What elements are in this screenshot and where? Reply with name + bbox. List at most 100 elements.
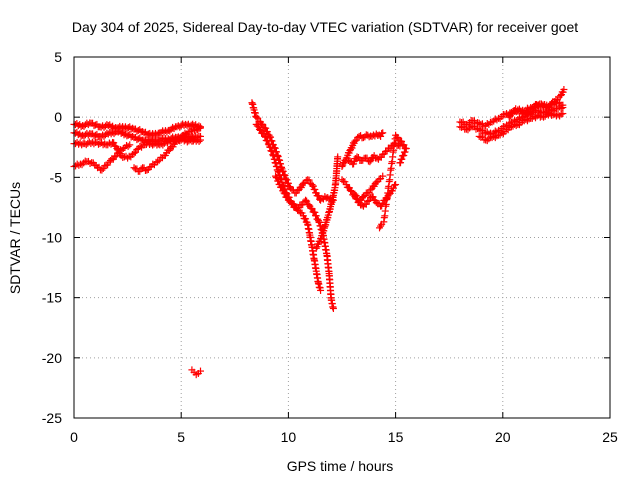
data-point xyxy=(396,159,404,167)
y-axis-label: SDTVAR / TECUs xyxy=(7,182,23,294)
y-tick-label: -20 xyxy=(42,350,62,366)
x-tick-label: 5 xyxy=(177,429,185,445)
data-point xyxy=(163,139,171,147)
data-point xyxy=(525,115,533,123)
data-point xyxy=(254,122,262,130)
data-point xyxy=(312,212,320,220)
data-point xyxy=(261,132,269,140)
data-point xyxy=(317,286,325,294)
data-point xyxy=(124,154,132,162)
y-tick-label: -5 xyxy=(50,169,63,185)
data-point xyxy=(111,153,119,161)
data-point xyxy=(486,133,494,141)
data-point xyxy=(377,222,385,230)
data-point xyxy=(352,192,360,200)
data-point xyxy=(144,139,152,147)
data-point xyxy=(379,129,387,137)
data-point xyxy=(120,153,128,161)
data-point xyxy=(268,147,276,155)
data-point xyxy=(126,141,134,149)
data-point xyxy=(400,148,408,156)
plot-frame xyxy=(73,56,611,419)
data-point xyxy=(490,132,498,140)
data-point xyxy=(354,195,362,203)
data-point xyxy=(369,193,377,201)
data-point xyxy=(554,111,562,119)
data-point xyxy=(537,100,545,108)
data-point xyxy=(110,139,118,147)
data-point xyxy=(518,110,526,118)
data-point xyxy=(353,153,361,161)
data-point xyxy=(556,103,564,111)
data-point xyxy=(475,125,483,133)
data-point xyxy=(398,137,406,145)
data-point xyxy=(559,104,567,112)
data-point xyxy=(474,119,482,127)
data-point xyxy=(359,193,367,201)
data-point xyxy=(271,144,279,152)
data-point xyxy=(366,158,374,166)
data-point xyxy=(493,116,501,124)
data-point xyxy=(351,137,359,145)
data-point xyxy=(195,137,203,145)
data-point xyxy=(272,148,280,156)
data-point xyxy=(525,108,533,116)
y-tick-label: 5 xyxy=(54,49,62,65)
data-point xyxy=(113,144,121,152)
y-tick-label: -10 xyxy=(42,230,62,246)
data-point xyxy=(400,141,408,149)
data-point xyxy=(196,136,204,144)
data-point xyxy=(136,142,144,150)
data-point xyxy=(119,153,127,161)
data-point xyxy=(560,85,568,93)
data-point xyxy=(402,145,410,153)
data-point xyxy=(76,160,84,168)
data-point xyxy=(259,120,267,128)
y-tick-label: 0 xyxy=(54,109,62,125)
data-point xyxy=(377,132,385,140)
data-point xyxy=(72,140,80,148)
chart-title: Day 304 of 2025, Sidereal Day-to-day VTE… xyxy=(72,19,578,35)
data-point xyxy=(394,134,402,142)
data-point xyxy=(181,129,189,137)
data-point xyxy=(533,101,541,109)
data-point xyxy=(334,153,342,161)
data-point xyxy=(351,190,359,198)
data-point xyxy=(379,172,387,180)
data-point xyxy=(475,119,483,127)
data-point xyxy=(512,122,520,130)
data-point xyxy=(488,118,496,126)
data-points xyxy=(70,85,568,379)
data-point xyxy=(305,201,313,209)
data-point xyxy=(252,113,260,121)
data-point xyxy=(475,132,483,140)
data-point xyxy=(543,110,551,118)
data-point xyxy=(75,140,83,148)
data-point xyxy=(482,136,490,144)
data-point xyxy=(559,110,567,118)
data-point xyxy=(385,190,393,198)
data-point xyxy=(255,126,263,134)
data-point xyxy=(466,124,474,132)
data-point xyxy=(281,190,289,198)
data-point xyxy=(196,124,204,132)
data-point xyxy=(154,158,162,166)
data-point xyxy=(347,187,355,195)
data-point xyxy=(505,113,513,121)
x-tick-label: 10 xyxy=(281,429,297,445)
data-point xyxy=(548,111,556,119)
data-point xyxy=(263,128,271,136)
data-point xyxy=(159,141,167,149)
data-point xyxy=(119,144,127,152)
data-point xyxy=(311,208,319,216)
y-tick-label: -15 xyxy=(42,290,62,306)
data-point xyxy=(272,172,280,180)
data-point xyxy=(146,163,154,171)
data-point xyxy=(378,129,386,137)
data-point xyxy=(364,197,372,205)
data-point xyxy=(467,122,475,130)
data-point xyxy=(302,196,310,204)
x-tick-labels: 0 5 10 15 20 25 xyxy=(70,429,618,445)
data-point xyxy=(262,133,270,141)
data-point xyxy=(274,177,282,185)
